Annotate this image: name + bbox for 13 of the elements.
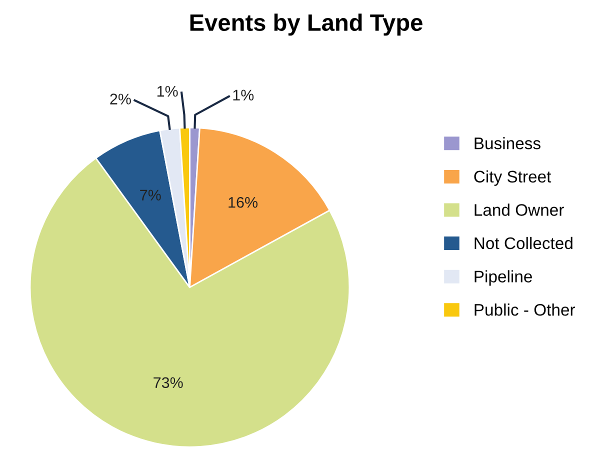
legend-label: Public - Other — [474, 304, 576, 316]
data-label: 2% — [110, 94, 131, 104]
legend-label: Land Owner — [474, 204, 564, 216]
legend-label: City Street — [474, 170, 552, 186]
legend-label: Not Collected — [474, 236, 572, 250]
chart-title: Events by Land Type — [190, 14, 422, 36]
data-label: 16% — [228, 196, 258, 208]
data-label: 1% — [233, 90, 254, 100]
data-label: 73% — [154, 377, 183, 388]
data-label: 7% — [140, 190, 161, 200]
legend-label: Pipeline — [474, 270, 532, 286]
legend-label: Business — [474, 137, 540, 150]
data-label: 1% — [157, 86, 178, 97]
